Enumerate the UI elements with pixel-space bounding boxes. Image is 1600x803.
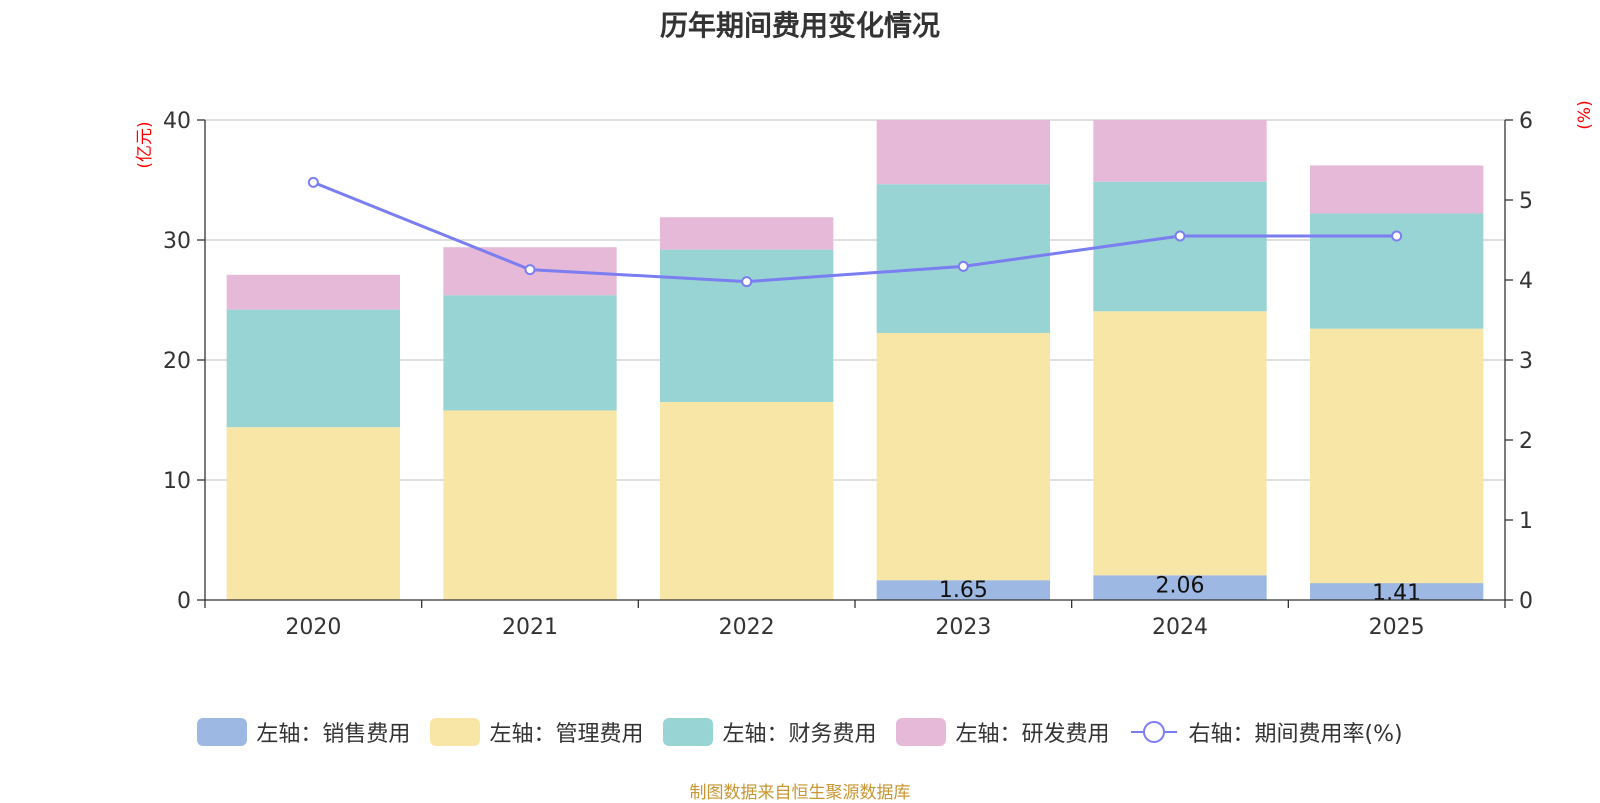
source-note: 制图数据来自恒生聚源数据库 (689, 783, 911, 803)
right-axis-tick-label: 4 (1519, 269, 1533, 294)
legend-label: 左轴：管理费用 (489, 722, 644, 747)
bar-segment-3 (226, 309, 400, 428)
line-series (307, 176, 1403, 288)
legend-line-swatch (1131, 721, 1178, 743)
bar-data-label: 1.41 (1372, 581, 1421, 606)
right-axis-tick-label: 1 (1519, 509, 1533, 534)
legend-circle-mark (1143, 721, 1166, 743)
bar-segment-3 (660, 249, 834, 402)
rate-point (1391, 230, 1403, 242)
bar-segment-1 (1310, 583, 1484, 600)
right-axis-tick-label: 6 (1519, 109, 1533, 134)
left-axis-tick-label: 40 (163, 109, 191, 134)
bar-segment-2 (876, 333, 1050, 581)
grid-lines (205, 119, 1505, 481)
legend-swatch (430, 718, 481, 746)
bar-segment-2 (443, 410, 617, 600)
legend: 左轴：销售费用 左轴：管理费用 左轴：财务费用 左轴：研发费用 右轴：期间费用率(%) (0, 716, 1600, 748)
legend-item[interactable]: 左轴：研发费用 (896, 716, 1109, 748)
x-axis-tick-label: 2021 (502, 615, 558, 640)
rate-point (741, 276, 753, 288)
bar-segment-2 (226, 427, 400, 600)
bar-segment-4 (226, 274, 400, 310)
right-axis-tick-label: 5 (1519, 189, 1533, 214)
bar-segment-1 (1093, 575, 1267, 600)
bar-segment-1 (876, 580, 1050, 600)
left-axis-unit-label: (亿元) (135, 121, 155, 168)
legend-item[interactable]: 左轴：销售费用 (197, 716, 410, 748)
x-axis-tick-label: 2024 (1152, 615, 1208, 640)
legend-label: 左轴：销售费用 (256, 722, 411, 747)
x-axis-tick-label: 2022 (719, 615, 775, 640)
legend-item[interactable]: 右轴：期间费用率(%) (1129, 716, 1403, 748)
legend-label: 右轴：期间费用率(%) (1188, 722, 1403, 747)
right-axis-unit-label: (%) (1575, 100, 1595, 129)
right-axis-tick-label: 2 (1519, 429, 1533, 454)
bar-data-label: 1.65 (939, 578, 988, 603)
legend-item[interactable]: 左轴：管理费用 (430, 716, 643, 748)
legend-swatch (197, 718, 248, 746)
legend-item[interactable]: 左轴：财务费用 (663, 716, 876, 748)
bar-segment-2 (1310, 328, 1484, 584)
left-axis-tick-label: 0 (177, 589, 191, 614)
axes: 0 10 20 30 40 0 1 2 3 4 5 6 2020 2021 2022 2023 2024 2025… (135, 100, 1595, 640)
left-axis-tick-label: 10 (163, 469, 191, 494)
x-axis-tick-label: 2025 (1369, 615, 1425, 640)
legend-label: 左轴：财务费用 (722, 722, 877, 747)
rate-point (307, 176, 319, 188)
right-axis-tick-label: 0 (1519, 589, 1533, 614)
x-axis-tick-label: 2023 (935, 615, 991, 640)
rate-point (957, 260, 969, 272)
left-axis-tick-label: 20 (163, 349, 191, 374)
bar-segment-4 (1310, 165, 1484, 214)
bar-data-label: 2.06 (1156, 573, 1205, 598)
bar-segment-3 (1093, 181, 1267, 312)
bar-segment-4 (660, 217, 834, 250)
bar-segment-2 (660, 402, 834, 600)
right-axis-tick-label: 3 (1519, 349, 1533, 374)
x-axis-tick-label: 2020 (285, 615, 341, 640)
chart-canvas: 1.65 2.06 1.41 0 10 20 30 40 0 1 2 3 4 5 6 2020 2021 202… (135, 100, 1595, 640)
rate-line (312, 181, 1397, 284)
bar-segment-2 (1093, 311, 1267, 576)
chart-title: 历年期间费用变化情况 (659, 9, 940, 42)
bar-series: 1.65 2.06 1.41 (226, 120, 1484, 606)
legend-label: 左轴：研发费用 (955, 722, 1110, 747)
bar-segment-4 (1093, 120, 1267, 182)
rate-point (524, 264, 536, 276)
bar-segment-4 (876, 120, 1050, 185)
legend-swatch (896, 718, 947, 746)
bar-segment-3 (443, 295, 617, 411)
left-axis-tick-label: 30 (163, 229, 191, 254)
rate-point (1174, 230, 1186, 242)
legend-swatch (663, 718, 714, 746)
